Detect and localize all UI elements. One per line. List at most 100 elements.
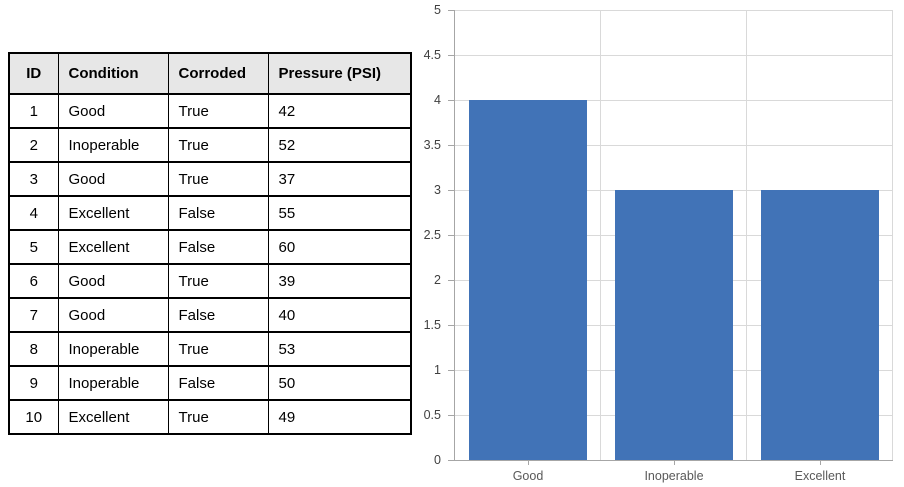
table-row: 7 Good False 40: [8, 297, 412, 333]
table-row: 4 Excellent False 55: [8, 195, 412, 231]
x-axis-tick: [820, 460, 821, 465]
table-cell: 6: [8, 263, 59, 299]
y-tick-label: 1.5: [423, 318, 441, 332]
table-body: 1 Good True 42 2 Inoperable True 52 3 Good True 37 4…: [8, 93, 412, 435]
x-axis-tick: [674, 460, 675, 465]
gridline-horizontal: [455, 145, 893, 146]
table-cell: Good: [57, 297, 169, 333]
y-axis-tick: [448, 280, 454, 281]
table-cell: 9: [8, 365, 59, 401]
table-cell: True: [167, 331, 269, 367]
table-row: ID Condition Corroded Pressure (PSI): [8, 52, 412, 95]
table-row: 5 Excellent False 60: [8, 229, 412, 265]
y-tick-label: 3.5: [423, 138, 441, 152]
table-cell: Good: [57, 263, 169, 299]
table-cell: 40: [267, 297, 412, 333]
table-cell: Good: [57, 161, 169, 197]
table-cell: 3: [8, 161, 59, 197]
table-cell: 37: [267, 161, 412, 197]
table-cell: Excellent: [57, 195, 169, 231]
table-cell: True: [167, 161, 269, 197]
table-cell: 49: [267, 399, 412, 435]
table-cell: 1: [8, 93, 59, 129]
table-cell: 10: [8, 399, 59, 435]
table-cell: True: [167, 127, 269, 163]
x-axis-label-excellent: Excellent: [794, 469, 846, 483]
y-axis-tick: [448, 325, 454, 326]
table-cell: 42: [267, 93, 412, 129]
y-axis-tick: [448, 55, 454, 56]
pipe-data-table: ID Condition Corroded Pressure (PSI) 1 Good T…: [8, 52, 412, 435]
bar-excellent: [761, 190, 879, 460]
y-axis-line: [454, 10, 455, 460]
table-cell: 4: [8, 195, 59, 231]
table-cell: False: [167, 195, 269, 231]
table-cell: False: [167, 365, 269, 401]
table-cell: True: [167, 93, 269, 129]
y-axis-tick: [448, 100, 454, 101]
table-cell: 60: [267, 229, 412, 265]
table-cell: 7: [8, 297, 59, 333]
table-cell: 50: [267, 365, 412, 401]
table-row: 6 Good True 39: [8, 263, 412, 299]
table-cell: Good: [57, 93, 169, 129]
gridline-vertical: [892, 10, 893, 460]
y-axis-tick: [448, 235, 454, 236]
table-cell: 53: [267, 331, 412, 367]
table-row: 2 Inoperable True 52: [8, 127, 412, 163]
table-row: 3 Good True 37: [8, 161, 412, 197]
x-axis-tick: [528, 460, 529, 465]
bar-inoperable: [615, 190, 733, 460]
table-cell: 8: [8, 331, 59, 367]
y-axis-tick: [448, 190, 454, 191]
table-cell: Inoperable: [57, 331, 169, 367]
y-axis-tick: [448, 370, 454, 371]
table-cell: 2: [8, 127, 59, 163]
table-row: 10 Excellent True 49: [8, 399, 412, 435]
column-header-pressure-psi: Pressure (PSI): [267, 52, 412, 95]
table-cell: False: [167, 297, 269, 333]
table-cell: 39: [267, 263, 412, 299]
y-tick-label: 0: [434, 453, 441, 467]
table-cell: Inoperable: [57, 127, 169, 163]
x-axis-line: [454, 460, 893, 461]
y-tick-label: 4.5: [423, 48, 441, 62]
y-axis-tick: [448, 415, 454, 416]
table-row: 1 Good True 42: [8, 93, 412, 129]
table-cell: Inoperable: [57, 365, 169, 401]
gridline-horizontal: [455, 10, 893, 11]
gridline-vertical: [600, 10, 601, 460]
y-tick-label: 1: [434, 363, 441, 377]
table-cell: 5: [8, 229, 59, 265]
column-header-id: ID: [8, 52, 59, 95]
table-cell: True: [167, 399, 269, 435]
table-cell: Excellent: [57, 229, 169, 265]
condition-bar-chart: 0 0.5 1 1.5 2 2.5 3 3.5 4 4.5 5 Good Inoperable Excel…: [424, 3, 893, 483]
y-tick-label: 3: [434, 183, 441, 197]
table-cell: True: [167, 263, 269, 299]
gridline-vertical: [746, 10, 747, 460]
x-axis-label-good: Good: [512, 469, 544, 483]
y-axis-tick: [448, 10, 454, 11]
table-cell: 55: [267, 195, 412, 231]
y-tick-label: 2.5: [423, 228, 441, 242]
table-row: 9 Inoperable False 50: [8, 365, 412, 401]
table-header-row: ID Condition Corroded Pressure (PSI): [8, 52, 412, 95]
y-axis-tick: [448, 460, 454, 461]
y-tick-label: 0.5: [423, 408, 441, 422]
table-cell: 52: [267, 127, 412, 163]
table-row: 8 Inoperable True 53: [8, 331, 412, 367]
x-axis-label-inoperable: Inoperable: [644, 469, 704, 483]
table-cell: Excellent: [57, 399, 169, 435]
gridline-horizontal: [455, 55, 893, 56]
y-tick-label: 2: [434, 273, 441, 287]
column-header-corroded: Corroded: [167, 52, 269, 95]
y-axis-tick: [448, 145, 454, 146]
y-tick-label: 5: [434, 3, 441, 17]
gridline-horizontal: [455, 100, 893, 101]
table-cell: False: [167, 229, 269, 265]
column-header-condition: Condition: [57, 52, 169, 95]
y-tick-label: 4: [434, 93, 441, 107]
bar-good: [469, 100, 587, 460]
